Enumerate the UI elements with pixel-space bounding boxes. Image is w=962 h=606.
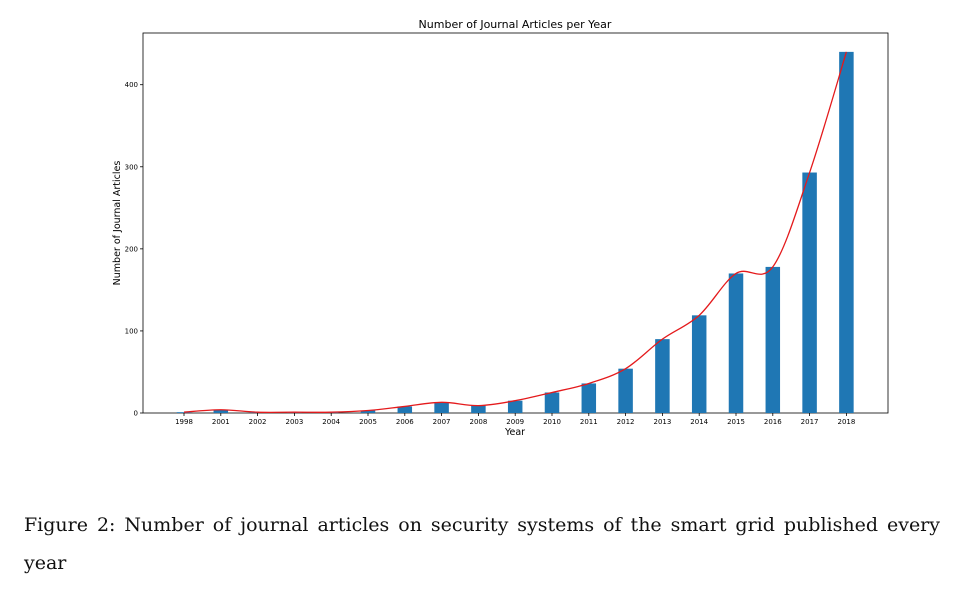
x-tick-label-2007: 2007 — [433, 418, 451, 426]
x-axis-label: Year — [504, 427, 525, 438]
x-tick-label-2014: 2014 — [690, 418, 708, 426]
bar-2011 — [581, 383, 597, 413]
bar-2001 — [213, 409, 229, 413]
bar-2016 — [765, 266, 781, 413]
x-tick-label-2009: 2009 — [506, 418, 524, 426]
y-axis-label: Number of Journal Articles — [112, 161, 123, 286]
chart: Number of Journal Articles per Year 0 100… — [112, 18, 889, 438]
y-ticks: 0 100 200 300 400 — [125, 81, 143, 418]
bar-2014 — [691, 315, 707, 413]
bar-2005 — [360, 410, 376, 413]
x-tick-label-2001: 2001 — [212, 418, 230, 426]
figure-caption: Figure 2: Number of journal articles on … — [24, 514, 940, 574]
x-tick-label-2015: 2015 — [727, 418, 745, 426]
y-tick-label-200: 200 — [125, 245, 138, 253]
chart-title: Number of Journal Articles per Year — [419, 18, 612, 31]
bar-2008 — [471, 405, 486, 413]
x-tick-label-2002: 2002 — [249, 418, 267, 426]
bar-2015 — [728, 273, 744, 413]
bar-2006 — [397, 406, 413, 413]
x-tick-label-2016: 2016 — [764, 418, 782, 426]
y-tick-label-400: 400 — [125, 81, 138, 89]
x-tick-label-1998: 1998 — [175, 418, 193, 426]
x-tick-label-2004: 2004 — [322, 418, 340, 426]
bar-1998 — [176, 412, 192, 413]
y-tick-label-0: 0 — [134, 410, 138, 418]
bar-2013 — [655, 339, 670, 413]
x-tick-label-2013: 2013 — [653, 418, 671, 426]
bar-2017 — [802, 172, 817, 413]
x-tick-label-2003: 2003 — [285, 418, 303, 426]
trend-line — [183, 51, 848, 414]
bar-2007 — [434, 402, 449, 413]
x-tick-label-2010: 2010 — [543, 418, 561, 426]
bars-group — [176, 51, 854, 413]
bar-2018 — [839, 51, 854, 413]
bar-2010 — [544, 392, 560, 413]
x-tick-label-2018: 2018 — [837, 418, 855, 426]
x-tick-label-2012: 2012 — [617, 418, 635, 426]
x-tick-label-2017: 2017 — [801, 418, 819, 426]
x-ticks: 1998 2001 2002 2003 2004 2005 2006 2007 2008 2009… — [175, 413, 855, 426]
y-tick-label-100: 100 — [125, 327, 138, 335]
x-tick-label-2011: 2011 — [580, 418, 598, 426]
x-tick-label-2008: 2008 — [469, 418, 487, 426]
x-tick-label-2005: 2005 — [359, 418, 377, 426]
bar-2012 — [618, 368, 633, 413]
bar-2009 — [507, 400, 523, 413]
x-tick-label-2006: 2006 — [396, 418, 414, 426]
y-tick-label-300: 300 — [125, 163, 138, 171]
